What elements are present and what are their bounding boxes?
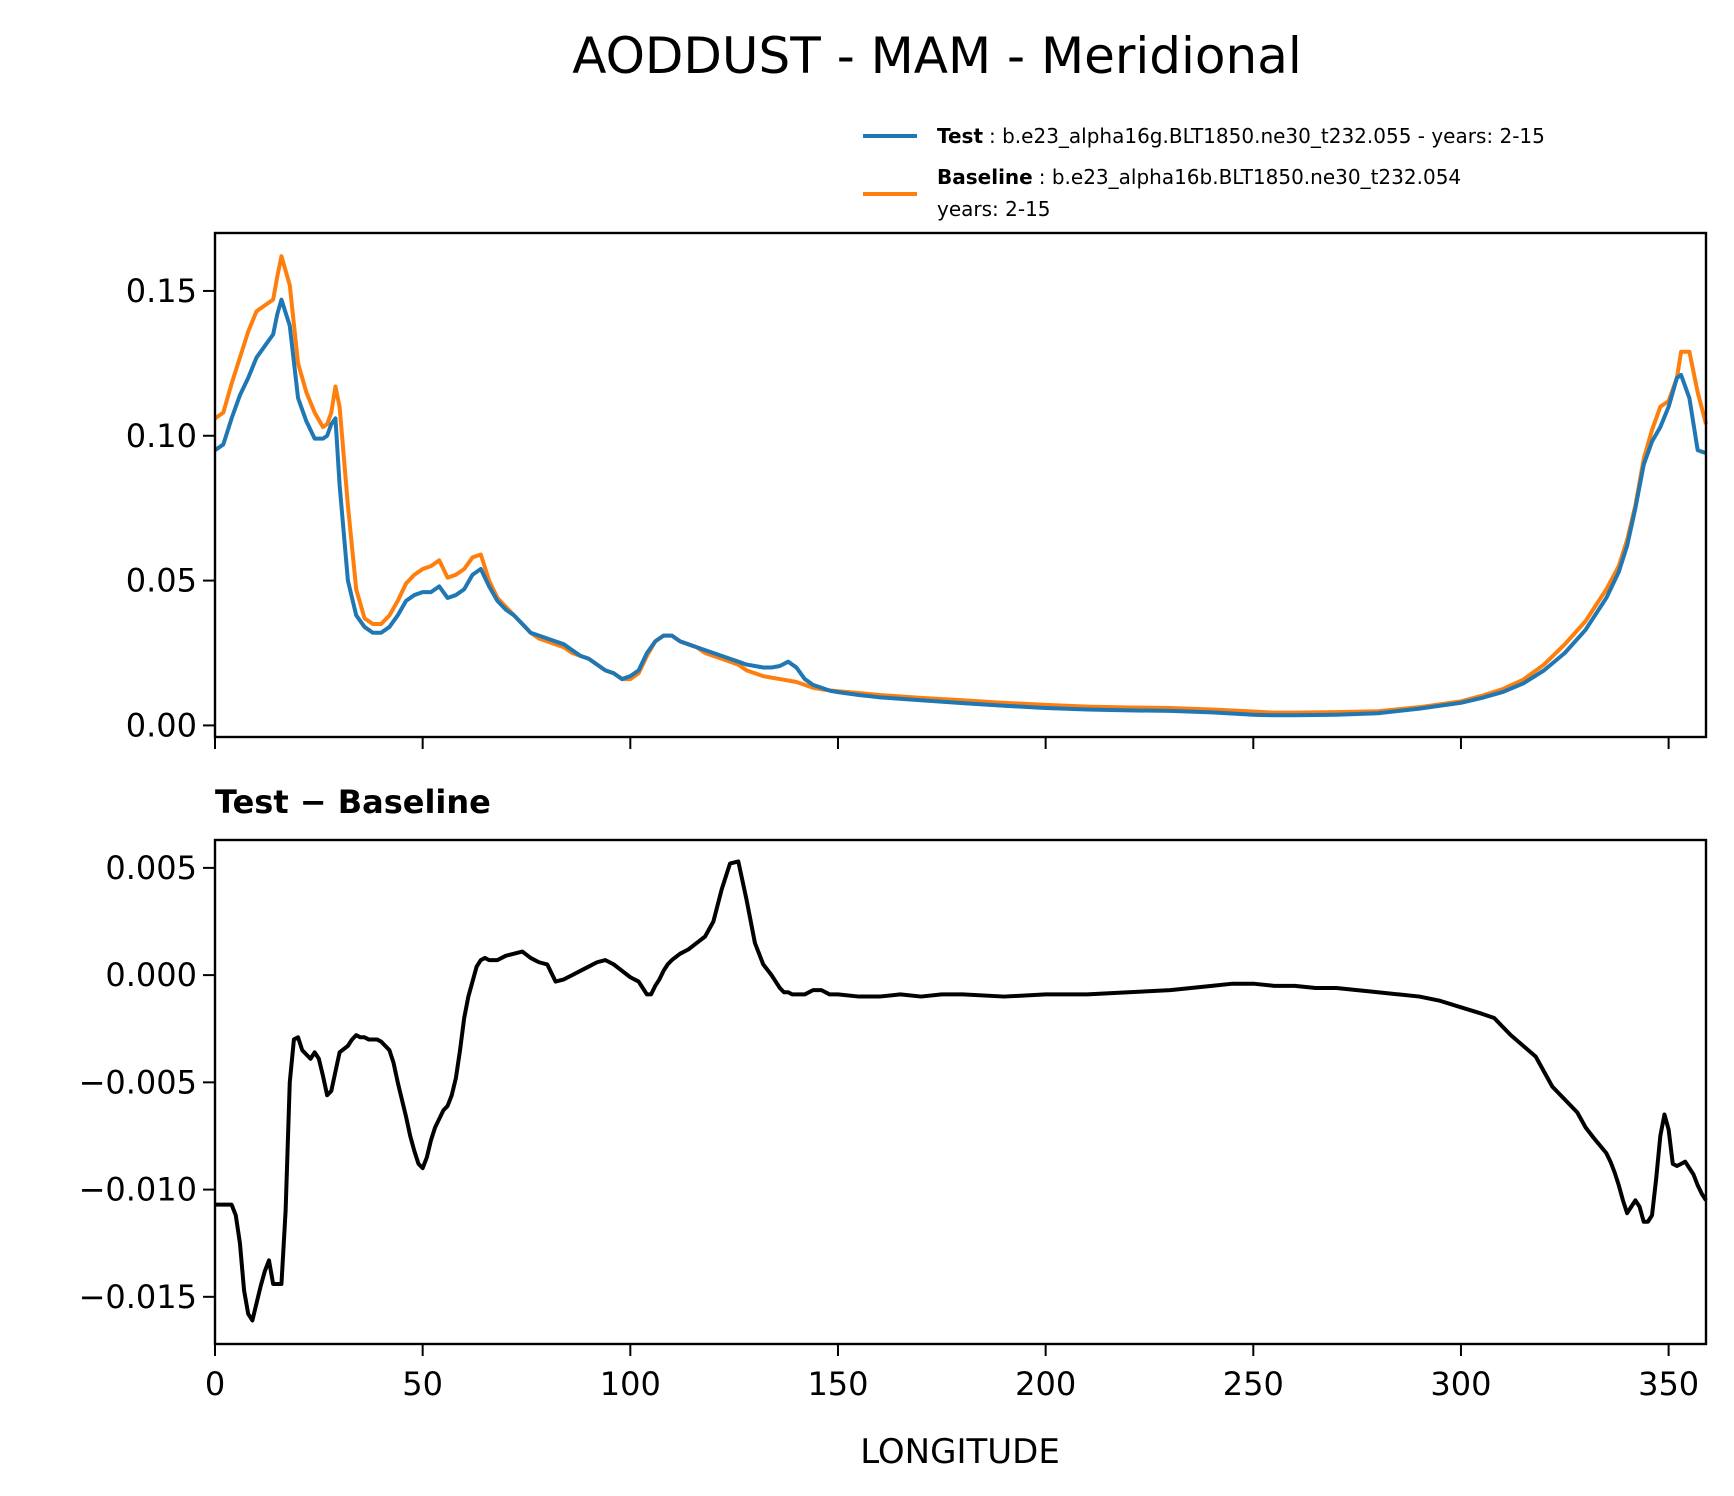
bottom-xtick-label: 50	[402, 1365, 443, 1403]
legend-text-test: : b.e23_alpha16g.BLT1850.ne30_t232.055 -…	[989, 124, 1545, 148]
legend-entry-test: Test: b.e23_alpha16g.BLT1850.ne30_t232.0…	[937, 124, 1545, 148]
bottom-ytick-label: −0.005	[79, 1063, 197, 1101]
legend: Test: b.e23_alpha16g.BLT1850.ne30_t232.0…	[863, 124, 1545, 221]
top-x-axis	[214, 737, 1670, 749]
legend-label-test: Test	[937, 124, 983, 148]
top-ytick-label: 0.00	[126, 706, 197, 744]
bottom-ytick-label: 0.005	[105, 849, 197, 887]
top-panel: 0.00 0.05 0.10 0.15	[126, 231, 1708, 749]
bottom-ytick-label: −0.015	[79, 1278, 197, 1316]
legend-entry-baseline: Baseline: b.e23_alpha16b.BLT1850.ne30_t2…	[937, 165, 1461, 189]
bottom-xtick-label: 150	[807, 1365, 868, 1403]
bottom-xtick-label: 300	[1430, 1365, 1491, 1403]
bottom-xtick-label: 200	[1015, 1365, 1076, 1403]
series-line-test	[213, 297, 1707, 718]
bottom-panel: Test − Baseline 0.005 0.000 −0.005 −0.010 −0…	[79, 783, 1708, 1472]
series-line-difference	[215, 859, 1708, 1323]
legend-text-baseline-line2: years: 2-15	[937, 197, 1051, 221]
difference-subtitle: Test − Baseline	[215, 783, 491, 821]
bottom-ytick-label: 0.000	[105, 956, 197, 994]
bottom-xtick-label: 350	[1638, 1365, 1699, 1403]
top-ytick-label: 0.10	[126, 417, 197, 455]
bottom-ytick-label: −0.010	[79, 1171, 197, 1209]
x-axis-label: LONGITUDE	[860, 1432, 1060, 1472]
bottom-xtick-label: 0	[205, 1365, 225, 1403]
top-plot-frame	[213, 231, 1708, 739]
legend-label-baseline: Baseline	[937, 165, 1033, 189]
bottom-plot-frame	[213, 838, 1708, 1346]
legend-text-baseline: : b.e23_alpha16b.BLT1850.ne30_t232.054	[1039, 165, 1461, 189]
bottom-xtick-label: 250	[1223, 1365, 1284, 1403]
bottom-y-axis: 0.005 0.000 −0.005 −0.010 −0.015	[79, 849, 215, 1316]
series-line-baseline	[213, 254, 1708, 715]
top-y-axis: 0.00 0.05 0.10 0.15	[126, 272, 215, 744]
bottom-xtick-label: 100	[600, 1365, 661, 1403]
top-ytick-label: 0.15	[126, 272, 197, 310]
top-ytick-label: 0.05	[126, 562, 197, 600]
chart-title: AODDUST - MAM - Meridional	[572, 27, 1302, 85]
bottom-x-axis: 0 50 100 150 200 250 300 350	[205, 1344, 1699, 1403]
